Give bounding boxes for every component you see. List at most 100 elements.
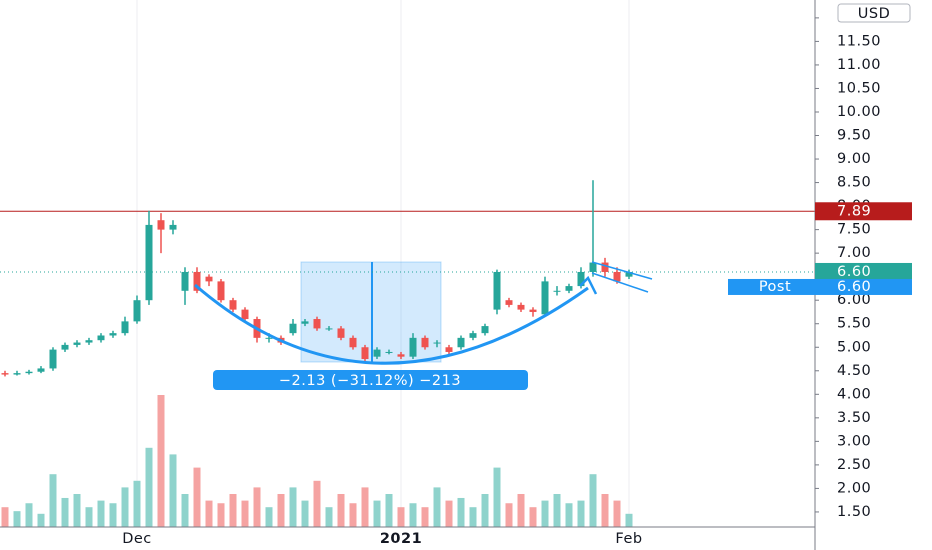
y-tick-label: 2.50: [837, 457, 871, 473]
volume-bar: [553, 494, 561, 527]
candle-body: [469, 333, 477, 338]
volume-layer: [1, 395, 633, 527]
y-tick-label: 7.00: [837, 245, 871, 261]
candle-body: [373, 349, 381, 357]
volume-bar: [565, 503, 573, 527]
candle-body: [193, 271, 201, 291]
volume-bar: [493, 467, 501, 527]
candle-body: [457, 337, 465, 348]
volume-bar: [37, 513, 45, 527]
cup-curve: [194, 283, 589, 365]
volume-bar: [277, 494, 285, 527]
candle-body: [325, 328, 333, 330]
volume-bar: [181, 494, 189, 527]
volume-bar: [433, 487, 441, 527]
volume-bar: [229, 494, 237, 527]
candle-body: [565, 286, 573, 291]
volume-bar: [313, 480, 321, 527]
flag-line: [591, 272, 649, 293]
candle-body: [433, 342, 441, 344]
y-tick-label: 5.50: [837, 316, 871, 332]
measure-label: −2.13 (−31.12%) −213: [279, 373, 461, 389]
candle-body: [169, 224, 177, 230]
volume-bar: [205, 500, 213, 527]
x-tick-label: Dec: [122, 531, 152, 547]
candle-body: [133, 300, 141, 322]
arrow: [579, 275, 598, 295]
volume-bar: [481, 494, 489, 527]
candle-body: [289, 323, 297, 334]
candle-body: [73, 342, 81, 345]
y-tick-label: 7.50: [837, 222, 871, 238]
candle-body: [445, 347, 453, 352]
candle-body: [85, 340, 93, 343]
candle-body: [37, 368, 45, 372]
volume-bar: [97, 500, 105, 527]
volume-bar: [457, 497, 465, 527]
y-tick-label: 10.00: [837, 104, 881, 120]
x-tick-label: 2021: [380, 531, 422, 547]
y-tick-label: 4.00: [837, 386, 871, 402]
candle-body: [529, 309, 537, 312]
volume-bar: [169, 454, 177, 527]
flag-line: [591, 261, 653, 280]
candle-body: [577, 271, 585, 287]
candle-body: [205, 276, 213, 282]
volume-bar: [121, 487, 129, 527]
price-lines: [0, 210, 815, 273]
volume-bar: [25, 503, 33, 527]
volume-bar: [73, 494, 81, 527]
y-tick-label: 5.00: [837, 339, 871, 355]
price-label-box: [815, 262, 912, 281]
volume-bar: [589, 474, 597, 527]
currency: USD: [858, 6, 890, 22]
volume-bar: [349, 503, 357, 527]
volume-bar: [241, 500, 249, 527]
y-tick-label: 2.00: [837, 480, 871, 496]
volume-bar: [337, 494, 345, 527]
candle-body: [337, 328, 345, 338]
price-label-box: [728, 278, 912, 295]
candle-body: [613, 271, 621, 282]
volume-bar: [193, 467, 201, 527]
candle-body: [61, 344, 69, 350]
price-label-name: Post: [759, 279, 791, 295]
price-label: 6.60: [837, 279, 871, 295]
candle-body: [25, 371, 33, 374]
volume-bar: [529, 507, 537, 527]
candle-body: [601, 262, 609, 272]
volume-bar: [577, 500, 585, 527]
measure-label-box: [213, 370, 528, 390]
y-tick-label: 1.50: [837, 504, 871, 520]
candle-body: [517, 304, 525, 310]
axis-layer: 12.0011.5011.0010.5010.009.509.008.508.0…: [122, 10, 912, 547]
volume-bar: [385, 494, 393, 527]
y-tick-label: 9.00: [837, 151, 871, 167]
volume-bar: [133, 480, 141, 527]
volume-bar: [409, 503, 417, 527]
volume-bar: [541, 500, 549, 527]
volume-bar: [253, 487, 261, 527]
price-label: 6.60: [837, 264, 871, 280]
candle-body: [181, 271, 189, 291]
volume-bar: [265, 507, 273, 527]
volume-bar: [517, 494, 525, 527]
volume-bar: [613, 500, 621, 527]
candle-body: [109, 333, 117, 336]
candle-body: [121, 321, 129, 334]
candle-body: [397, 354, 405, 357]
volume-bar: [373, 500, 381, 527]
y-tick-label: 6.00: [837, 292, 871, 308]
y-tick-label: 4.50: [837, 363, 871, 379]
grid: [136, 0, 630, 527]
volume-bar: [61, 497, 69, 527]
y-tick-label: 3.50: [837, 410, 871, 426]
candle-body: [265, 337, 273, 339]
y-tick-label: 8.50: [837, 175, 871, 191]
volume-bar: [361, 487, 369, 527]
candle-body: [313, 319, 321, 329]
candle-body: [505, 300, 513, 305]
volume-bar: [289, 487, 297, 527]
candle-body: [145, 224, 153, 301]
